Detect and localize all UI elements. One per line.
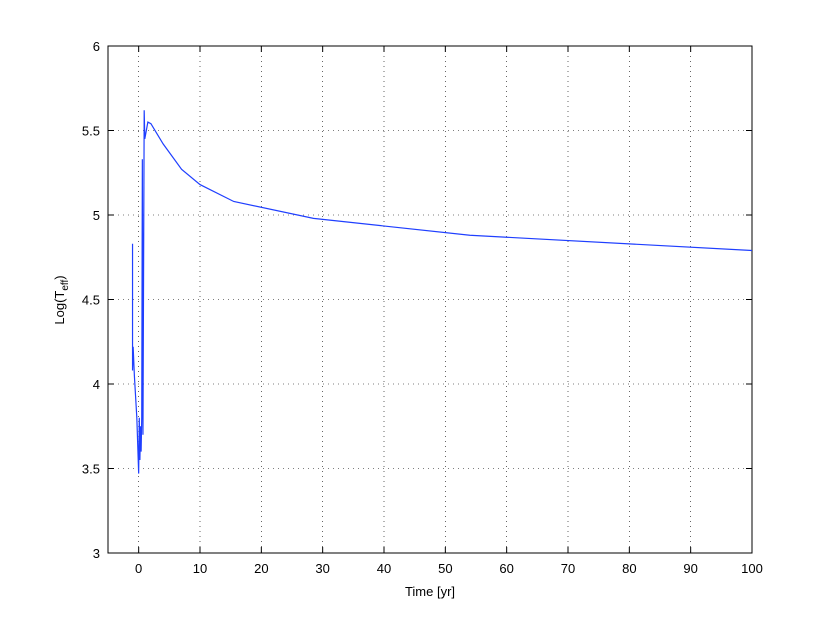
x-tick-label: 0 — [135, 561, 142, 576]
y-tick-label: 5 — [93, 208, 100, 223]
x-tick-label: 70 — [561, 561, 575, 576]
plot-frame — [107, 45, 753, 554]
y-axis-label-sub: eff — [60, 279, 71, 290]
y-axis-label-end: ) — [52, 275, 67, 279]
y-tick-label: 3 — [93, 546, 100, 561]
x-tick-label: 30 — [315, 561, 329, 576]
y-tick-label: 6 — [93, 39, 100, 54]
y-axis-label: Log(Teff) — [52, 275, 71, 324]
y-tick-label: 5.5 — [82, 124, 100, 139]
x-axis-label: Time [yr] — [405, 584, 455, 599]
y-axis-label-main: Log(T — [52, 291, 67, 325]
x-tick-label: 60 — [499, 561, 513, 576]
x-tick-label: 80 — [622, 561, 636, 576]
y-tick-label: 3.5 — [82, 462, 100, 477]
x-tick-label: 90 — [683, 561, 697, 576]
x-tick-label: 10 — [193, 561, 207, 576]
y-tick-label: 4 — [93, 377, 100, 392]
x-tick-label: 20 — [254, 561, 268, 576]
y-tick-label: 4.5 — [82, 293, 100, 308]
x-tick-label: 40 — [377, 561, 391, 576]
data-line — [131, 110, 753, 474]
x-tick-label: 100 — [741, 561, 763, 576]
x-tick-label: 50 — [438, 561, 452, 576]
